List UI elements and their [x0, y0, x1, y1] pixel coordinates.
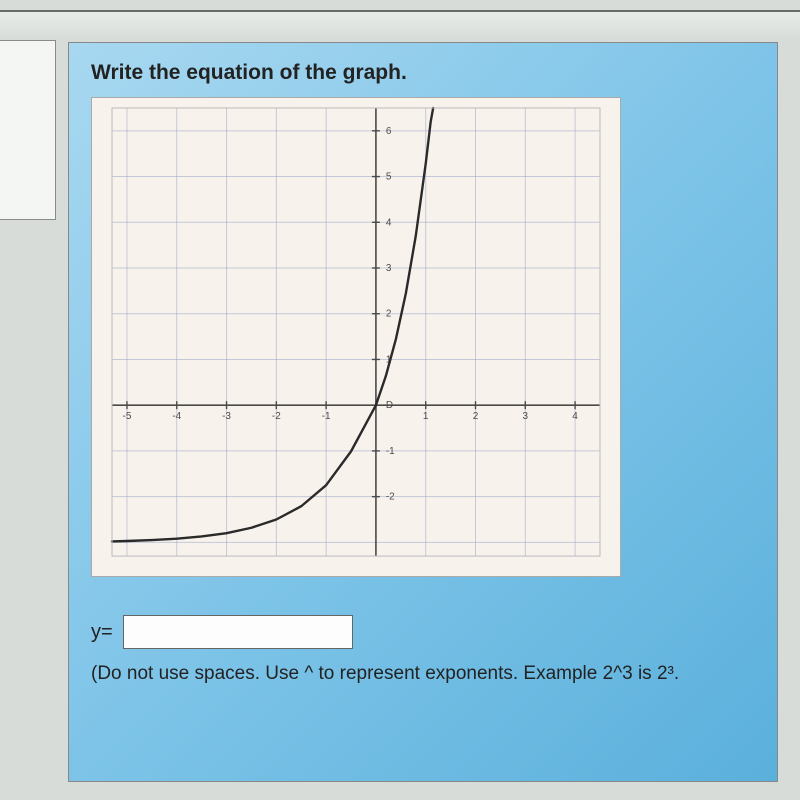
svg-text:4: 4: [572, 411, 578, 422]
svg-text:-1: -1: [322, 411, 331, 422]
svg-text:1: 1: [423, 411, 429, 422]
answer-row: y=: [91, 615, 755, 649]
svg-text:-3: -3: [222, 411, 231, 422]
window-top-bar: [0, 10, 800, 40]
answer-input[interactable]: [123, 615, 353, 649]
svg-text:D: D: [386, 400, 393, 411]
svg-text:6: 6: [386, 126, 392, 137]
answer-prefix: y=: [91, 621, 113, 644]
answer-hint: (Do not use spaces. Use ^ to represent e…: [91, 663, 755, 685]
svg-text:-2: -2: [386, 492, 395, 503]
svg-text:2: 2: [386, 309, 392, 320]
graph-svg: -5-4-3-2-11234-2-1D123456: [92, 98, 620, 576]
question-card: Write the equation of the graph. -5 -4 -3 -…: [68, 42, 778, 782]
svg-text:4: 4: [386, 217, 392, 228]
svg-text:2: 2: [473, 411, 479, 422]
svg-text:-4: -4: [172, 411, 181, 422]
svg-text:3: 3: [386, 263, 392, 274]
left-side-panel: [0, 40, 56, 220]
svg-text:-2: -2: [272, 411, 281, 422]
question-prompt: Write the equation of the graph.: [91, 61, 755, 85]
svg-text:-1: -1: [386, 446, 395, 457]
graph-container: -5-4-3-2-11234-2-1D123456: [91, 97, 621, 577]
svg-text:5: 5: [386, 172, 392, 183]
svg-text:-5: -5: [123, 411, 132, 422]
svg-text:3: 3: [523, 411, 529, 422]
